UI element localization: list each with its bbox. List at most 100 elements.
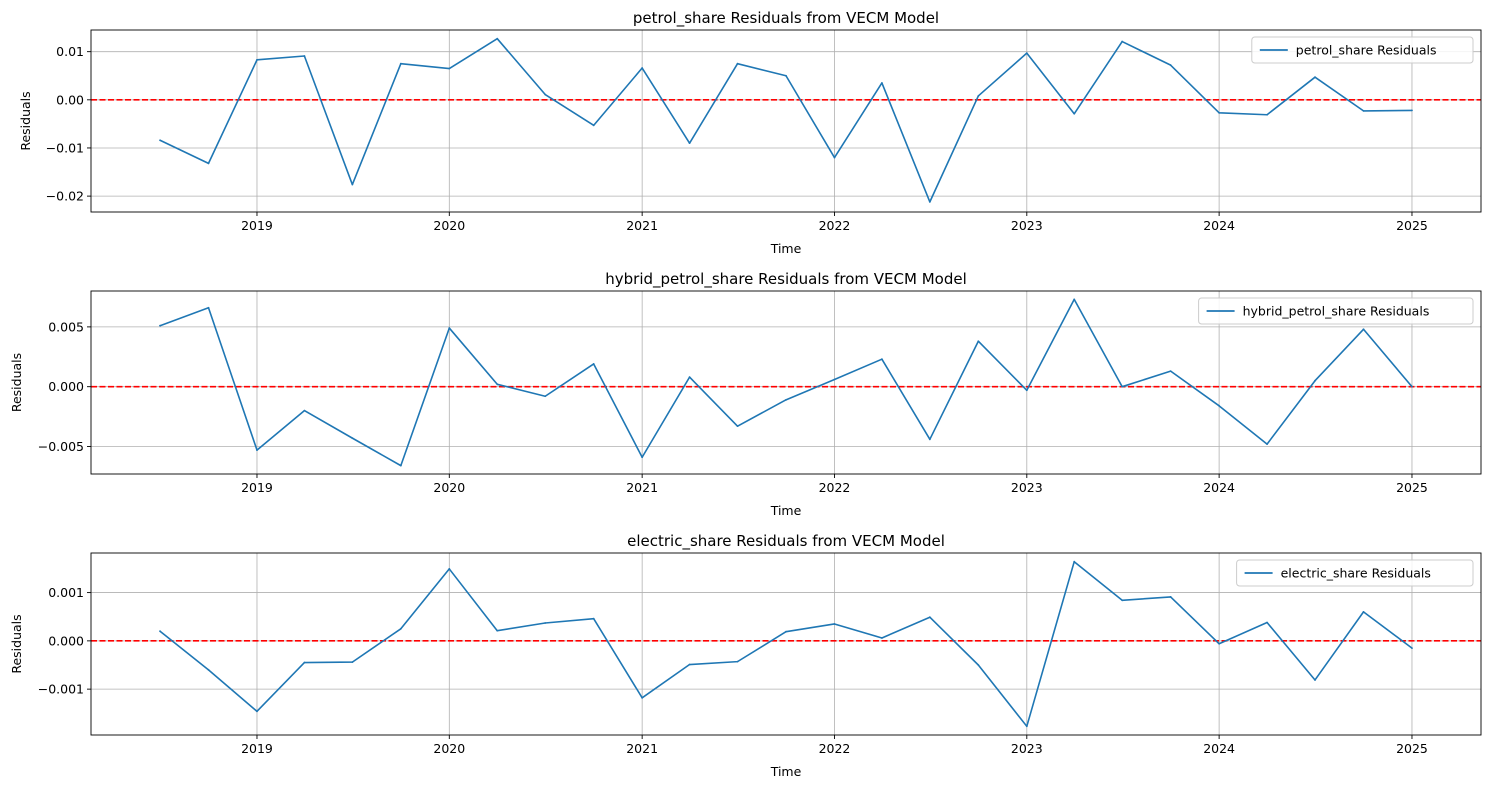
legend-label: petrol_share Residuals [1296,43,1437,58]
legend-box [1251,36,1474,64]
data-point [1266,113,1268,116]
data-point [688,376,691,379]
data-point [928,200,931,203]
x-axis-label: Time [770,241,802,256]
legend-box [1198,297,1474,325]
data-point [399,627,402,630]
data-point [1411,109,1413,112]
data-point [1314,679,1316,681]
legend-box [1236,559,1474,587]
y-axis-label: Residuals [9,353,24,412]
plot-frame [90,29,1482,213]
x-tick-label: 2023 [1011,480,1043,495]
data-point [159,139,161,142]
data-point [207,668,210,671]
data-point [928,616,931,619]
chart-title: hybrid_petrol_share Residuals from VECM … [605,270,967,289]
data-point [736,425,739,428]
data-point [1411,385,1413,388]
data-point [351,661,354,664]
data-point [1362,610,1365,613]
data-point [448,568,451,570]
y-tick-label: −0.001 [38,682,84,697]
legend-label: hybrid_petrol_share Residuals [1243,304,1430,319]
x-tick-label: 2025 [1396,741,1428,756]
x-tick-label: 2019 [241,741,273,756]
data-point [1314,379,1316,382]
chart-panel-3: 2019 2020 2021 2022 2023 2024 2025 0.001 0.000 −0… [9,532,1482,779]
data-point [736,660,739,663]
data-point [1025,389,1028,392]
x-tick-label: 2020 [433,218,465,233]
data-point [1218,642,1221,645]
y-tick-label: 0.000 [48,379,84,394]
data-point [833,156,836,159]
data-point [880,637,883,639]
x-tick-label: 2020 [433,741,465,756]
data-point [977,95,980,97]
data-point [496,629,499,632]
data-point [880,358,883,361]
chart-panel-1: 2019 2020 2021 2022 2023 2024 2025 0.01 0.00 −0.0… [18,9,1482,256]
data-point [256,449,258,451]
data-point [977,664,980,666]
data-point [641,696,644,699]
data-point [1411,647,1413,650]
x-tick-label: 2021 [626,218,658,233]
x-tick-label: 2024 [1203,480,1235,495]
x-tick-label: 2025 [1396,218,1428,233]
data-point [1266,621,1268,624]
data-point [1169,370,1172,373]
data-point [688,142,691,145]
x-tick-label: 2019 [241,218,273,233]
data-point [207,162,210,165]
legend: electric_share Residuals [1236,559,1474,587]
data-point [303,55,306,57]
y-tick-label: −0.02 [46,189,84,204]
plot-frame [90,290,1482,475]
data-point [496,383,499,386]
data-point [256,58,258,61]
data-point [1025,725,1028,728]
data-point [303,661,306,664]
data-point [1073,560,1076,563]
legend-label: electric_share Residuals [1281,566,1431,581]
data-point [1218,404,1221,407]
data-point [833,623,836,625]
x-tick-label: 2024 [1203,741,1235,756]
data-point [1169,64,1172,67]
x-tick-label: 2023 [1011,218,1043,233]
data-point [544,395,547,398]
x-tick-label: 2025 [1396,480,1428,495]
y-axis-label: Residuals [9,614,24,673]
data-point [592,124,595,127]
data-point [256,710,258,713]
data-point [641,67,644,69]
x-tick-label: 2022 [819,480,851,495]
data-point [448,327,451,329]
y-tick-label: 0.001 [48,585,84,600]
data-point [641,456,644,459]
data-point [303,409,306,412]
x-tick-label: 2020 [433,480,465,495]
data-point [1121,385,1124,388]
data-point [592,617,595,620]
series-line [159,37,1412,203]
data-point [544,93,547,96]
data-point [159,324,161,327]
x-axis-label: Time [770,503,802,518]
x-tick-label: 2024 [1203,218,1235,233]
data-point [351,183,354,186]
data-point [688,663,691,666]
y-axis-label: Residuals [18,91,33,150]
data-point [1362,109,1365,112]
data-point [785,398,787,401]
data-point [833,378,836,381]
data-point [1266,443,1268,445]
data-point [1121,40,1124,43]
data-point [207,306,210,309]
legend: petrol_share Residuals [1251,36,1474,64]
data-point [785,630,787,633]
y-tick-label: 0.00 [56,92,84,107]
data-point [880,82,883,84]
